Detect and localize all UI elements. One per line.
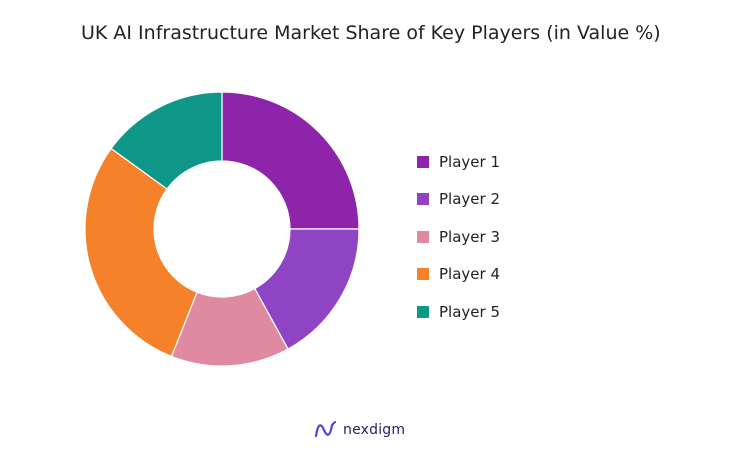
legend-swatch xyxy=(417,155,429,168)
donut-slice-player-1 xyxy=(221,91,360,230)
donut-slice-player-4 xyxy=(84,147,198,358)
donut-slice-player-5 xyxy=(110,91,223,190)
nexdigm-logo-icon xyxy=(314,420,337,438)
donut-slice-player-2 xyxy=(253,228,360,350)
legend-item-player-1: Player 1 xyxy=(417,143,500,181)
legend-label: Player 4 xyxy=(439,265,500,284)
legend-swatch xyxy=(417,230,429,243)
brand-name: nexdigm xyxy=(343,422,406,438)
legend-label: Player 1 xyxy=(439,152,500,171)
legend-swatch xyxy=(417,193,429,206)
brand-footer: nexdigm xyxy=(314,419,405,441)
chart-title: UK AI Infrastructure Market Share of Key… xyxy=(81,22,661,44)
legend-swatch xyxy=(417,305,429,318)
legend-item-player-2: Player 2 xyxy=(417,181,500,219)
legend-swatch xyxy=(417,268,429,281)
legend-item-player-5: Player 5 xyxy=(417,293,500,331)
legend-label: Player 3 xyxy=(439,227,500,246)
legend-label: Player 2 xyxy=(439,190,500,209)
chart-legend: Player 1 Player 2 Player 3 Player 4 Play… xyxy=(417,143,500,331)
legend-label: Player 5 xyxy=(439,302,500,321)
legend-item-player-4: Player 4 xyxy=(417,256,500,294)
legend-item-player-3: Player 3 xyxy=(417,218,500,256)
